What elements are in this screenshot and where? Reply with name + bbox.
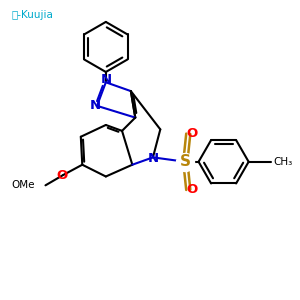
Text: OMe: OMe	[12, 180, 35, 190]
Text: O: O	[187, 127, 198, 140]
Text: O: O	[187, 183, 198, 196]
Text: Ⓚ-Kuujia: Ⓚ-Kuujia	[12, 10, 53, 20]
Text: CH₃: CH₃	[273, 157, 292, 167]
Text: N: N	[101, 74, 112, 86]
Text: N: N	[90, 99, 101, 112]
Text: N: N	[147, 152, 158, 165]
Text: S: S	[180, 154, 191, 169]
Text: O: O	[56, 169, 67, 182]
